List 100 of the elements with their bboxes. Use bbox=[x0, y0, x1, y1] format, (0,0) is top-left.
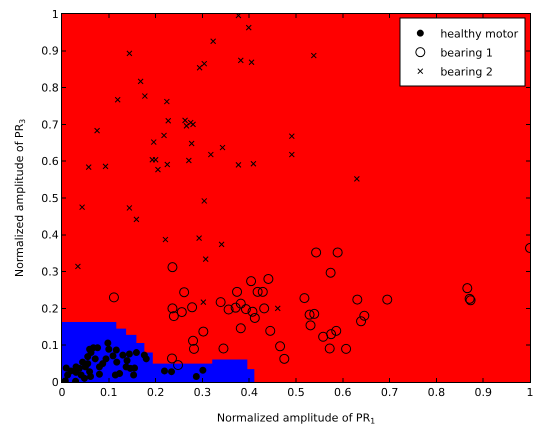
point bbox=[102, 355, 110, 362]
y-tick-label: 0.8 bbox=[41, 81, 59, 94]
point bbox=[150, 139, 157, 146]
x-tick-label: 0.9 bbox=[474, 386, 492, 400]
point bbox=[167, 262, 178, 272]
point bbox=[324, 344, 335, 354]
point bbox=[279, 354, 290, 364]
point bbox=[201, 198, 208, 204]
point bbox=[168, 368, 176, 376]
point bbox=[72, 368, 80, 376]
point bbox=[208, 152, 214, 158]
point bbox=[162, 236, 168, 243]
point bbox=[248, 59, 255, 66]
point bbox=[210, 38, 216, 44]
point bbox=[94, 128, 100, 134]
point bbox=[259, 303, 270, 314]
point bbox=[236, 323, 246, 334]
point bbox=[112, 346, 120, 354]
point bbox=[196, 64, 203, 71]
point bbox=[218, 241, 225, 248]
point bbox=[116, 370, 124, 378]
point bbox=[126, 204, 132, 211]
point bbox=[288, 152, 295, 158]
point bbox=[224, 304, 234, 314]
point bbox=[164, 98, 170, 105]
point bbox=[186, 157, 192, 164]
point bbox=[96, 363, 103, 370]
point bbox=[187, 302, 198, 312]
y-tick-label: 0.2 bbox=[41, 302, 59, 316]
point bbox=[359, 310, 370, 321]
point bbox=[130, 372, 138, 379]
point bbox=[332, 247, 343, 258]
point bbox=[132, 349, 140, 356]
point bbox=[142, 355, 150, 362]
point bbox=[235, 162, 242, 168]
point bbox=[79, 358, 86, 366]
point bbox=[252, 286, 263, 297]
point bbox=[200, 299, 206, 306]
point bbox=[87, 372, 94, 380]
point bbox=[311, 247, 322, 258]
point bbox=[265, 326, 276, 336]
point bbox=[354, 176, 360, 182]
point bbox=[105, 346, 112, 353]
point bbox=[192, 372, 200, 380]
point bbox=[79, 204, 86, 210]
point bbox=[154, 166, 161, 173]
point bbox=[133, 216, 140, 222]
y-tick-label: 0.3 bbox=[41, 265, 59, 278]
point bbox=[341, 344, 352, 354]
point bbox=[149, 156, 156, 163]
point bbox=[126, 350, 133, 358]
point bbox=[247, 306, 258, 317]
point bbox=[64, 372, 72, 379]
x-tick-label: 0.7 bbox=[380, 386, 398, 400]
point bbox=[246, 276, 256, 286]
point bbox=[299, 293, 310, 304]
x-tick-label: 0.2 bbox=[146, 386, 164, 400]
point bbox=[216, 297, 226, 308]
x-tick-label: 0.4 bbox=[240, 386, 258, 400]
point bbox=[258, 286, 268, 297]
point bbox=[92, 355, 99, 362]
point bbox=[173, 360, 184, 370]
point bbox=[199, 366, 206, 374]
point bbox=[113, 358, 120, 366]
point bbox=[188, 140, 195, 147]
legend-label: healthy motor bbox=[440, 27, 519, 40]
point bbox=[218, 344, 228, 354]
y-tick-label: 0.5 bbox=[41, 192, 59, 205]
point bbox=[232, 286, 242, 297]
point bbox=[275, 341, 286, 352]
point bbox=[62, 377, 69, 382]
point bbox=[164, 162, 170, 168]
x-tick-label: 1 bbox=[526, 386, 534, 400]
x-tick-label: 0.6 bbox=[334, 386, 352, 400]
point bbox=[240, 304, 251, 314]
point bbox=[74, 263, 81, 270]
point bbox=[188, 336, 198, 346]
point bbox=[382, 294, 392, 305]
point bbox=[124, 357, 131, 364]
point bbox=[188, 344, 199, 354]
point bbox=[96, 370, 103, 378]
point bbox=[102, 163, 109, 170]
point bbox=[142, 93, 148, 100]
point bbox=[236, 298, 246, 309]
point bbox=[462, 283, 472, 294]
y-tick-label: 0 bbox=[52, 376, 59, 389]
point bbox=[220, 144, 226, 151]
point bbox=[108, 292, 119, 302]
point bbox=[110, 352, 117, 360]
y-tick-label: 1 bbox=[52, 8, 59, 21]
point bbox=[138, 78, 144, 84]
point bbox=[126, 50, 132, 56]
point bbox=[104, 339, 112, 346]
point bbox=[165, 118, 172, 124]
point bbox=[80, 374, 88, 382]
y-tick-label: 0.1 bbox=[41, 339, 59, 352]
point bbox=[160, 367, 168, 374]
point bbox=[179, 287, 190, 298]
point bbox=[131, 364, 138, 372]
point bbox=[306, 320, 316, 330]
